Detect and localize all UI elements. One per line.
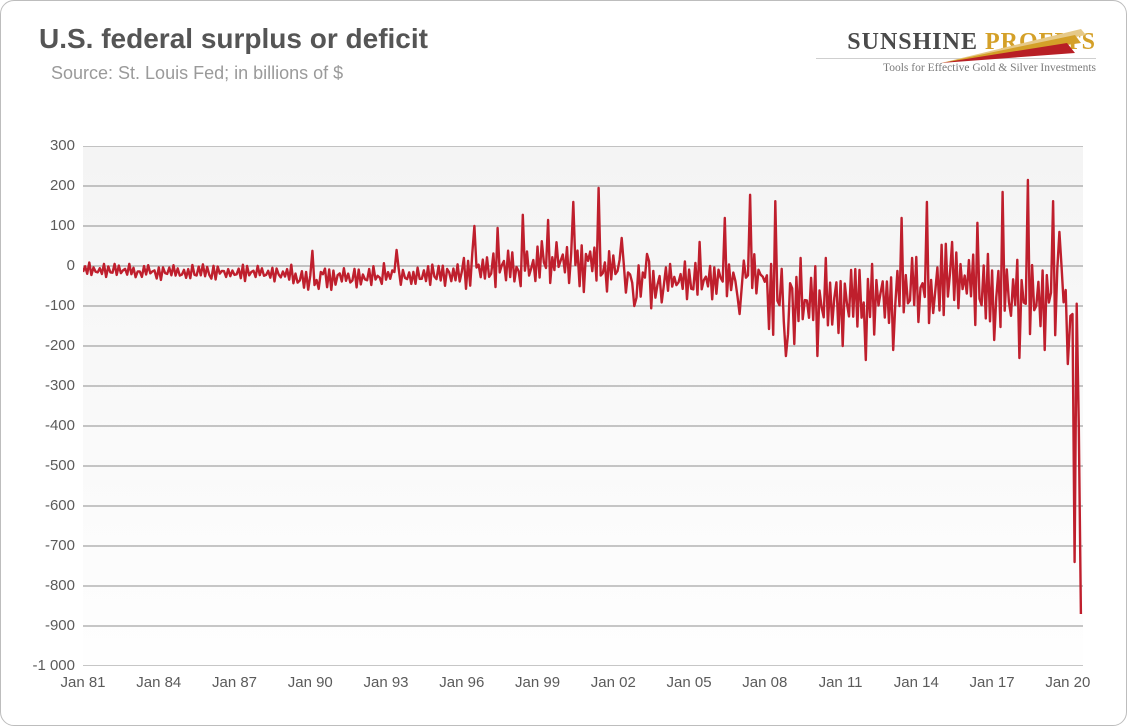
x-tick-label: Jan 17 bbox=[970, 674, 1015, 691]
chart-card: U.S. federal surplus or deficit Source: … bbox=[0, 0, 1127, 726]
x-tick-label: Jan 08 bbox=[742, 674, 787, 691]
x-tick-label: Jan 96 bbox=[439, 674, 484, 691]
y-tick-label: -100 bbox=[1, 297, 75, 314]
y-tick-label: -700 bbox=[1, 537, 75, 554]
logo-rays-icon bbox=[931, 21, 1091, 69]
gridlines bbox=[83, 146, 1083, 666]
y-tick-label: -200 bbox=[1, 337, 75, 354]
plot-area bbox=[83, 146, 1083, 666]
y-tick-label: -800 bbox=[1, 577, 75, 594]
x-tick-label: Jan 14 bbox=[894, 674, 939, 691]
y-tick-label: -500 bbox=[1, 457, 75, 474]
y-tick-label: 0 bbox=[1, 257, 75, 274]
y-tick-label: 100 bbox=[1, 217, 75, 234]
x-tick-label: Jan 87 bbox=[212, 674, 257, 691]
brand-logo: SUNSHINE PROFITS Tools for Effective Gol… bbox=[816, 29, 1096, 114]
y-tick-label: -1 000 bbox=[1, 657, 75, 674]
y-tick-label: -300 bbox=[1, 377, 75, 394]
y-tick-label: 300 bbox=[1, 137, 75, 154]
y-tick-label: -600 bbox=[1, 497, 75, 514]
x-tick-label: Jan 84 bbox=[136, 674, 181, 691]
x-tick-label: Jan 90 bbox=[288, 674, 333, 691]
x-tick-label: Jan 05 bbox=[667, 674, 712, 691]
x-tick-label: Jan 02 bbox=[591, 674, 636, 691]
y-tick-label: -900 bbox=[1, 617, 75, 634]
data-series bbox=[83, 180, 1081, 614]
plot-svg bbox=[83, 146, 1083, 666]
x-tick-label: Jan 81 bbox=[60, 674, 105, 691]
chart-subtitle: Source: St. Louis Fed; in billions of $ bbox=[51, 63, 343, 84]
x-tick-label: Jan 20 bbox=[1045, 674, 1090, 691]
chart-title: U.S. federal surplus or deficit bbox=[39, 23, 428, 55]
x-tick-label: Jan 99 bbox=[515, 674, 560, 691]
y-tick-label: 200 bbox=[1, 177, 75, 194]
x-tick-label: Jan 93 bbox=[363, 674, 408, 691]
y-tick-label: -400 bbox=[1, 417, 75, 434]
x-tick-label: Jan 11 bbox=[819, 674, 863, 691]
